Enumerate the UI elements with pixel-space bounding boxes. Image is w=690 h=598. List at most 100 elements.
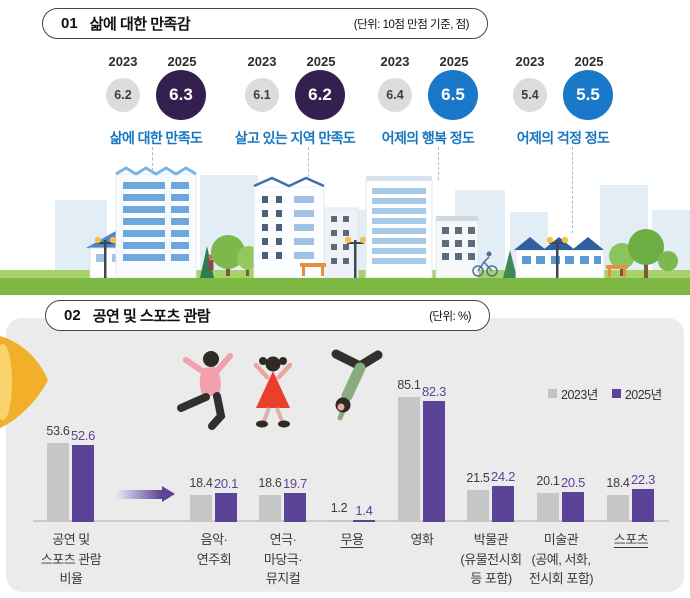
score-group-label: 살고 있는 지역 만족도	[234, 130, 356, 146]
score-circle-2023: 6.1	[245, 78, 279, 112]
score-group-happiness: 2023 2025 6.4 6.5 어제의 행복 정도	[372, 54, 484, 146]
score-circle-2025: 5.5	[563, 70, 613, 120]
section2-header: 02 공연 및 스포츠 관람 (단위: %)	[45, 300, 490, 331]
bench	[300, 263, 326, 276]
grass-front	[0, 278, 690, 295]
value-2025: 20.1	[213, 475, 239, 491]
value-2023: 85.1	[397, 378, 421, 393]
bar-2023	[607, 495, 629, 522]
year-label-2025: 2025	[167, 54, 197, 69]
category-label: 미술관 (공예, 서화, 전시회 포함)	[528, 532, 594, 586]
bar-2025	[284, 493, 306, 522]
score-circle-2023: 6.2	[106, 78, 140, 112]
section1-title: 삶에 대한 만족감	[89, 16, 191, 33]
bar-group-theater-musical: 18.6 19.7	[258, 322, 307, 522]
section1-unit: (단위: 10점 만점 기준, 점)	[353, 18, 470, 31]
category-label: 공연 및 스포츠 관람 비율	[40, 532, 102, 586]
year-label-2023: 2023	[515, 54, 545, 69]
value-2025: 19.7	[282, 476, 308, 492]
year-label-2025: 2025	[306, 54, 336, 69]
tall-building-left	[115, 166, 197, 279]
section1-header: 01 삶에 대한 만족감 (단위: 10점 만점 기준, 점)	[42, 8, 488, 39]
value-2023: 18.6	[258, 475, 282, 490]
bar-2023	[259, 494, 281, 522]
value-2025: 52.6	[70, 427, 96, 443]
value-2023: 21.5	[466, 471, 490, 486]
section2-unit: (단위: %)	[429, 310, 471, 323]
value-2023: 20.1	[536, 473, 560, 488]
legend-label-2023: 2023년	[561, 388, 598, 402]
section2-title: 공연 및 스포츠 관람	[92, 308, 211, 325]
bar-2023	[328, 520, 350, 522]
dancer-red-dress-icon	[253, 356, 293, 428]
street-lamp	[546, 236, 569, 278]
category-label: 음악· 연주회	[196, 532, 232, 567]
legend-swatch-2023	[548, 389, 557, 398]
arrow-right-icon	[116, 486, 175, 502]
bar-group-music-concert: 18.4 20.1	[189, 322, 238, 522]
year-label-2025: 2025	[439, 54, 469, 69]
bar-2025	[492, 486, 514, 522]
gray-building	[435, 216, 479, 279]
section1-number: 01	[61, 15, 78, 32]
breakdancer-icon	[331, 349, 383, 421]
category-label: 연극· 마당극· 뮤지컬	[263, 532, 303, 586]
section2-number: 02	[64, 307, 81, 324]
score-group-worry: 2023 2025 5.4 5.5 어제의 걱정 정도	[507, 54, 619, 146]
legend-swatch-2025	[611, 389, 621, 398]
pine-tree	[503, 250, 517, 278]
score-group-area-satisfaction: 2023 2025 6.1 6.2 살고 있는 지역 만족도	[235, 54, 356, 146]
tower-building	[365, 176, 433, 279]
bar-group-museum: 21.5 24.2	[466, 322, 515, 522]
score-group-label: 삶에 대한 만족도	[109, 130, 203, 146]
bar-2025	[72, 444, 94, 522]
section2-panel	[6, 318, 684, 592]
cyclist	[472, 251, 498, 277]
chart-legend: 2023년 2025년	[548, 384, 662, 403]
score-group-life-satisfaction: 2023 2025 6.2 6.3 삶에 대한 만족도	[100, 54, 212, 146]
score-group-label: 어제의 행복 정도	[381, 130, 475, 146]
trees-right	[609, 229, 678, 278]
megaphone-icon	[0, 336, 48, 428]
street-lamp	[344, 236, 367, 278]
bar-2025	[632, 489, 654, 522]
value-2025: 1.4	[355, 502, 373, 518]
category-label: 무용	[340, 532, 364, 547]
dancer-pink-icon	[177, 351, 233, 430]
connector-dashed-line	[308, 147, 309, 177]
bar-2025	[353, 519, 375, 522]
year-label-2025: 2025	[574, 54, 604, 69]
legend-item-2023: 2023년	[548, 384, 598, 403]
bar-2025	[215, 492, 237, 522]
bar-2025	[423, 401, 445, 522]
value-2025: 82.3	[421, 384, 447, 400]
value-2025: 24.2	[490, 469, 516, 485]
score-circle-2023: 5.4	[513, 78, 547, 112]
value-2025: 22.3	[630, 472, 656, 488]
connector-dashed-line	[438, 147, 439, 180]
bar-2023	[190, 495, 212, 522]
value-2023: 1.2	[330, 501, 348, 516]
city-illustration	[0, 166, 690, 295]
value-2023: 53.6	[46, 424, 70, 439]
score-circle-2023: 6.4	[378, 78, 412, 112]
score-circle-2025: 6.5	[428, 70, 478, 120]
value-2023: 18.4	[606, 476, 630, 490]
year-label-2023: 2023	[380, 54, 410, 69]
legend-label-2025: 2025년	[624, 388, 662, 402]
category-label: 박물관 (유물전시회 등 포함)	[460, 532, 522, 586]
bar-group-movie: 85.1 82.3	[397, 322, 446, 522]
year-label-2023: 2023	[108, 54, 138, 69]
bar-2025	[562, 491, 584, 522]
bar-group-viewing-rate: 53.6 52.6	[46, 322, 95, 522]
x-axis-line	[33, 520, 669, 522]
bar-2023	[467, 490, 489, 522]
value-2023: 18.4	[189, 476, 213, 490]
value-2025: 20.5	[560, 474, 586, 490]
street-lamp	[94, 236, 117, 278]
connector-dashed-line	[572, 147, 573, 233]
mid-building	[253, 176, 359, 279]
bar-2023	[398, 397, 420, 522]
score-circle-2025: 6.3	[156, 70, 206, 120]
